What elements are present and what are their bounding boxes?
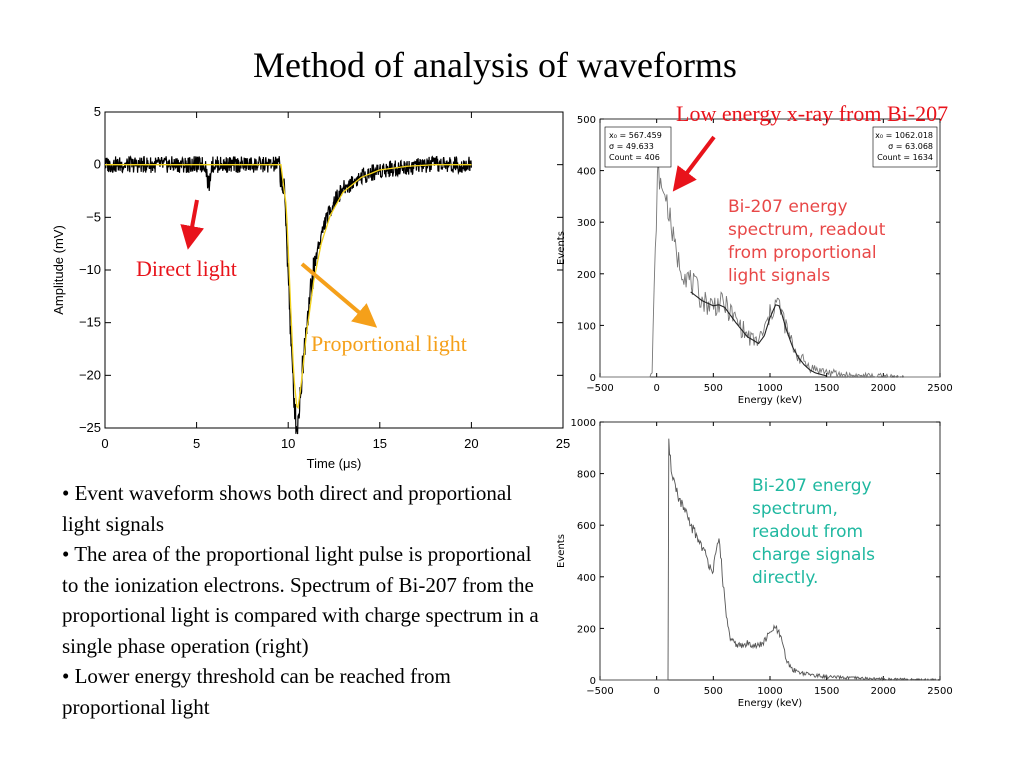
waveform-chart: 0 5 10 15 20 25 5 0 −5 −10 −15 −20 −25 Time (μs) Ampli… xyxy=(51,104,570,471)
proportional-spectrum-note: Bi-207 energy spectrum, readout from pro… xyxy=(728,196,885,288)
note-line: readout from xyxy=(752,522,864,542)
y-tick-label: −20 xyxy=(79,367,101,382)
note-line: Bi-207 energy xyxy=(752,476,872,496)
bullet-item: • The area of the proportional light pul… xyxy=(62,542,539,658)
x-tick-label: 500 xyxy=(704,686,723,697)
x-tick-label: 2000 xyxy=(871,686,896,697)
y-tick-label: 200 xyxy=(577,624,596,635)
charge-spectrum-trace xyxy=(600,438,941,682)
x-tick-label: 25 xyxy=(556,436,570,451)
x-tick-label: 1000 xyxy=(757,383,782,394)
y-tick-label: 1000 xyxy=(571,418,596,429)
y-axis-title: Amplitude (mV) xyxy=(51,225,66,315)
y-tick-label: −15 xyxy=(79,315,101,330)
fit-stats-box xyxy=(604,126,672,168)
x-tick-label: 1500 xyxy=(814,686,839,697)
y-tick-label: 400 xyxy=(577,167,596,178)
x-tick-label: 0 xyxy=(653,686,659,697)
y-tick-label: 100 xyxy=(577,321,596,332)
y-axis-title: Events xyxy=(556,534,567,568)
x-tick-label: 2500 xyxy=(927,383,952,394)
x-tick-label: 1500 xyxy=(814,383,839,394)
fit-stats-line: Count = 406 xyxy=(609,153,660,162)
waveform-fit-curve xyxy=(105,164,472,410)
note-line: from proportional xyxy=(728,243,877,263)
y-tick-label: 0 xyxy=(590,373,596,384)
direct-light-label: Direct light xyxy=(136,256,237,281)
x-tick-label: 15 xyxy=(373,436,387,451)
charge-spectrum-note: Bi-207 energy spectrum, readout from cha… xyxy=(752,475,875,590)
fit-stats-line: x₀ = 567.459 xyxy=(609,131,662,140)
x-tick-label: −500 xyxy=(586,686,613,697)
x-axis-title: Time (μs) xyxy=(307,456,362,471)
y-tick-label: 600 xyxy=(577,521,596,532)
y-tick-label: 500 xyxy=(577,115,596,126)
proportional-light-arrow xyxy=(300,262,378,328)
x-tick-label: −500 xyxy=(586,383,613,394)
y-axis-title: Events xyxy=(556,231,567,265)
x-tick-label: 10 xyxy=(281,436,295,451)
note-line: spectrum, readout xyxy=(728,220,886,240)
bullet-list: • Event waveform shows both direct and p… xyxy=(62,478,552,722)
y-tick-label: −10 xyxy=(79,262,101,277)
fit-stats-line: σ = 49.633 xyxy=(609,142,654,151)
proportional-light-spectrum-chart: −500 0 500 1000 1500 2000 25000100200300400500… xyxy=(556,115,953,406)
charge-spectrum-chart: −500 0 500 1000 1500 2000 25000200400600800100… xyxy=(556,418,953,709)
xray-arrow xyxy=(672,135,716,192)
y-tick-label: 200 xyxy=(577,270,596,281)
x-tick-label: 2000 xyxy=(871,383,896,394)
note-line: light signals xyxy=(728,266,831,286)
fit-stats-box xyxy=(872,126,938,168)
x-tick-label: 2500 xyxy=(927,686,952,697)
x-axis-title: Energy (keV) xyxy=(738,698,803,709)
y-tick-label: 300 xyxy=(577,218,596,229)
proportional-light-label: Proportional light xyxy=(311,331,467,356)
x-tick-label: 0 xyxy=(653,383,659,394)
page-title: Method of analysis of waveforms xyxy=(253,45,737,85)
fit-stats-line: Count = 1634 xyxy=(877,153,933,162)
x-axis-title: Energy (keV) xyxy=(738,395,803,406)
note-line: Bi-207 energy xyxy=(728,197,848,217)
low-energy-xray-label: Low energy x-ray from Bi-207 xyxy=(676,101,949,126)
x-tick-label: 5 xyxy=(193,436,200,451)
direct-light-arrow xyxy=(180,199,204,250)
x-tick-label: 0 xyxy=(101,436,108,451)
fit-stats-line: x₀ = 1062.018 xyxy=(875,131,933,140)
y-tick-label: −25 xyxy=(79,420,101,435)
x-tick-label: 500 xyxy=(704,383,723,394)
y-tick-label: 0 xyxy=(590,676,596,687)
y-tick-label: 0 xyxy=(94,157,101,172)
note-line: spectrum, xyxy=(752,499,838,519)
note-line: charge signals xyxy=(752,545,876,565)
waveform-trace xyxy=(104,155,472,435)
y-tick-label: 800 xyxy=(577,470,596,481)
proportional-spectrum-fit xyxy=(690,291,827,377)
y-tick-label: 5 xyxy=(94,104,101,119)
bullet-item: • Event waveform shows both direct and p… xyxy=(62,481,512,536)
x-tick-label: 20 xyxy=(464,436,478,451)
y-tick-label: 400 xyxy=(577,573,596,584)
bullet-item: • Lower energy threshold can be reached … xyxy=(62,664,451,719)
note-line: directly. xyxy=(752,568,819,588)
fit-stats-line: σ = 63.068 xyxy=(888,142,933,151)
x-tick-label: 1000 xyxy=(757,686,782,697)
y-tick-label: −5 xyxy=(86,209,101,224)
proportional-spectrum-trace xyxy=(600,158,940,379)
